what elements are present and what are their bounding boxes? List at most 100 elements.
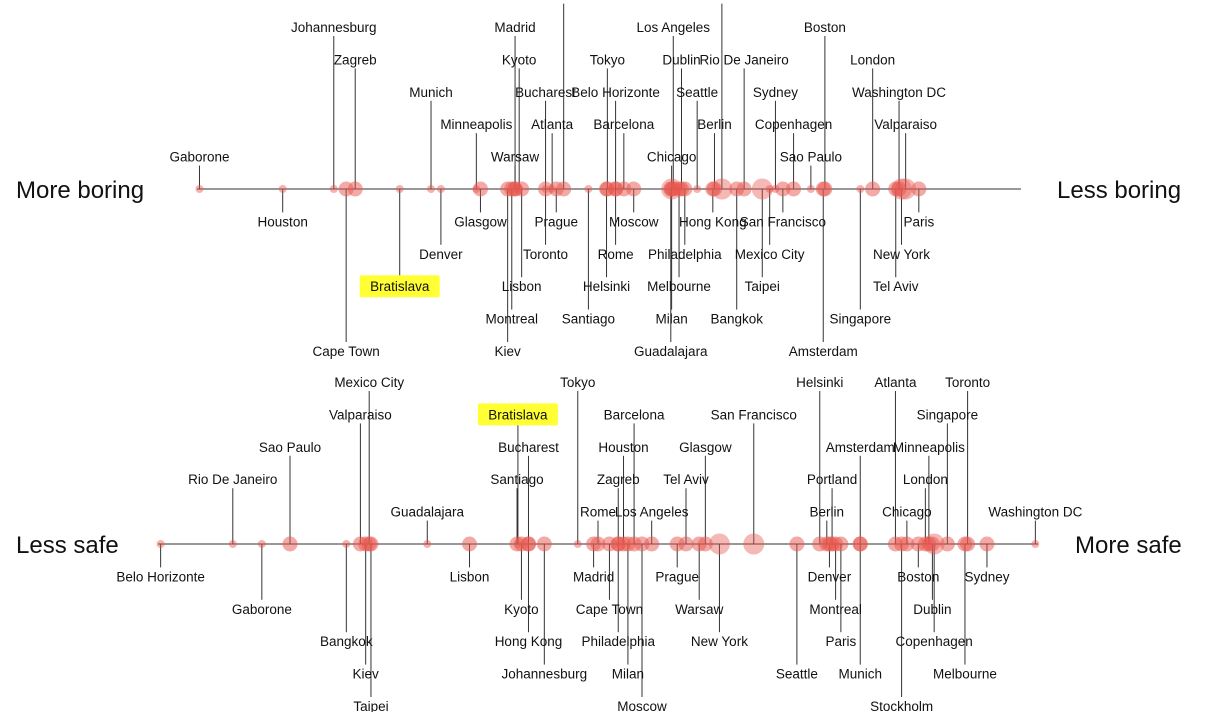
boring-label-johannesburg: Johannesburg [291, 20, 377, 35]
safety-point-gaborone[interactable] [257, 540, 266, 548]
boring-label-portland: Portland [539, 0, 589, 3]
safety-point-guadalajara[interactable] [423, 540, 432, 548]
boring-label-prague: Prague [534, 214, 578, 229]
safety-label-tel-aviv: Tel Aviv [663, 472, 709, 487]
boring-point-johannesburg[interactable] [329, 185, 338, 193]
safety-point-los-angeles[interactable] [644, 536, 660, 552]
boring-point-washington-dc[interactable] [891, 181, 907, 197]
boring-point-new-york[interactable] [891, 178, 913, 200]
safety-point-seattle[interactable] [789, 536, 805, 552]
boring-point-sao-paulo[interactable] [806, 185, 815, 193]
safety-point-belo-horizonte[interactable] [156, 540, 165, 548]
safety-point-johannesburg[interactable] [536, 536, 552, 552]
boring-point-singapore[interactable] [856, 185, 865, 193]
boring-point-mexico-city[interactable] [765, 185, 774, 193]
boring-point-toronto[interactable] [538, 181, 554, 197]
boring-label-los-angeles: Los Angeles [636, 20, 710, 35]
safety-point-singapore[interactable] [939, 536, 955, 552]
boring-point-berlin[interactable] [706, 181, 722, 197]
safety-point-rio-de-janeiro[interactable] [228, 540, 237, 548]
safety-point-munich[interactable] [852, 536, 868, 552]
safety-point-rome[interactable] [590, 536, 606, 552]
safety-label-london: London [903, 472, 948, 487]
boring-point-glasgow[interactable] [472, 181, 488, 197]
safety-point-lisbon[interactable] [462, 536, 478, 552]
boring-leader-lines [198, 3, 920, 342]
safety-label-taipei: Taipei [353, 699, 388, 712]
safety-label-belo-horizonte: Belo Horizonte [116, 569, 205, 584]
safety-label-barcelona: Barcelona [604, 407, 665, 422]
boring-point-london[interactable] [865, 181, 881, 197]
safety-point-tel-aviv[interactable] [678, 536, 694, 552]
safety-point-dublin[interactable] [924, 536, 940, 552]
safety-point-paris[interactable] [833, 536, 849, 552]
safety-point-chicago[interactable] [899, 536, 915, 552]
safety-point-hong-kong[interactable] [520, 536, 536, 552]
safety-label-copenhagen: Copenhagen [895, 634, 972, 649]
boring-point-paris[interactable] [911, 181, 927, 197]
boring-point-portland[interactable] [556, 181, 572, 197]
boring-label-stockholm: Stockholm [690, 0, 753, 3]
boring-point-denver[interactable] [436, 185, 445, 193]
boring-label-paris: Paris [903, 214, 934, 229]
boring-point-houston[interactable] [278, 185, 287, 193]
boring-label-hong-kong: Hong Kong [679, 214, 747, 229]
safety-label-valparaiso: Valparaiso [329, 407, 392, 422]
boring-point-lisbon[interactable] [514, 181, 530, 197]
safety-point-bangkok[interactable] [342, 540, 351, 548]
boring-point-munich[interactable] [427, 185, 436, 193]
boring-point-bratislava[interactable] [395, 185, 404, 193]
safety-label-atlanta: Atlanta [874, 375, 917, 390]
boring-point-taipei[interactable] [751, 178, 773, 200]
boring-label-boston: Boston [804, 20, 846, 35]
boring-label-guadalajara: Guadalajara [634, 344, 708, 359]
safety-point-new-york[interactable] [708, 533, 730, 555]
boring-label-tokyo: Tokyo [590, 52, 625, 67]
boring-point-seattle[interactable] [693, 185, 702, 193]
boring-label-london: London [850, 52, 895, 67]
boring-point-san-francisco[interactable] [775, 181, 791, 197]
safety-point-glasgow[interactable] [697, 536, 713, 552]
safety-points [156, 533, 1040, 555]
boring-label-rome: Rome [598, 247, 634, 262]
safety-city-labels: Belo Horizonte Rio De Janeiro Gaborone Sao … [116, 375, 1082, 712]
boring-point-boston[interactable] [817, 181, 833, 197]
safety-label-mexico-city: Mexico City [334, 375, 404, 390]
safety-leader-lines [160, 391, 1036, 697]
boring-label-zagreb: Zagreb [334, 52, 377, 67]
safety-point-tokyo[interactable] [573, 540, 582, 548]
safety-label-lisbon: Lisbon [450, 569, 490, 584]
safety-label-bratislava: Bratislava [488, 407, 548, 422]
safety-label-rio-de-janeiro: Rio De Janeiro [188, 472, 277, 487]
boring-point-moscow[interactable] [626, 181, 642, 197]
safety-label-portland: Portland [807, 472, 857, 487]
boring-point-santiago[interactable] [584, 185, 593, 193]
safety-point-sydney[interactable] [979, 536, 995, 552]
boring-label-kiev: Kiev [495, 344, 522, 359]
boring-point-stockholm[interactable] [711, 178, 733, 200]
boring-label-gaborone: Gaborone [169, 150, 229, 165]
boring-point-valparaiso[interactable] [895, 178, 917, 200]
safety-label-berlin: Berlin [810, 505, 845, 520]
safety-point-toronto[interactable] [960, 536, 976, 552]
boring-label-amsterdam: Amsterdam [789, 344, 858, 359]
boring-label-toronto: Toronto [523, 247, 568, 262]
safety-point-taipei[interactable] [363, 536, 379, 552]
boring-point-gaborone[interactable] [195, 185, 204, 193]
safety-point-washington-dc[interactable] [1031, 540, 1040, 548]
boring-point-philadelphia[interactable] [677, 181, 693, 197]
safety-label-santiago: Santiago [490, 472, 543, 487]
boring-point-bangkok[interactable] [729, 181, 745, 197]
safety-point-sao-paulo[interactable] [282, 536, 298, 552]
safety-label-paris: Paris [825, 634, 856, 649]
boring-point-zagreb[interactable] [347, 181, 363, 197]
safety-label-denver: Denver [808, 569, 852, 584]
boring-label-rio-de-janeiro: Rio De Janeiro [699, 52, 788, 67]
safety-label-washington-dc: Washington DC [988, 505, 1082, 520]
safety-point-copenhagen[interactable] [923, 533, 945, 555]
safety-point-san-francisco[interactable] [743, 533, 765, 555]
safety-label-tokyo: Tokyo [560, 375, 595, 390]
boring-label-dublin: Dublin [662, 52, 700, 67]
boring-point-copenhagen[interactable] [786, 181, 802, 197]
